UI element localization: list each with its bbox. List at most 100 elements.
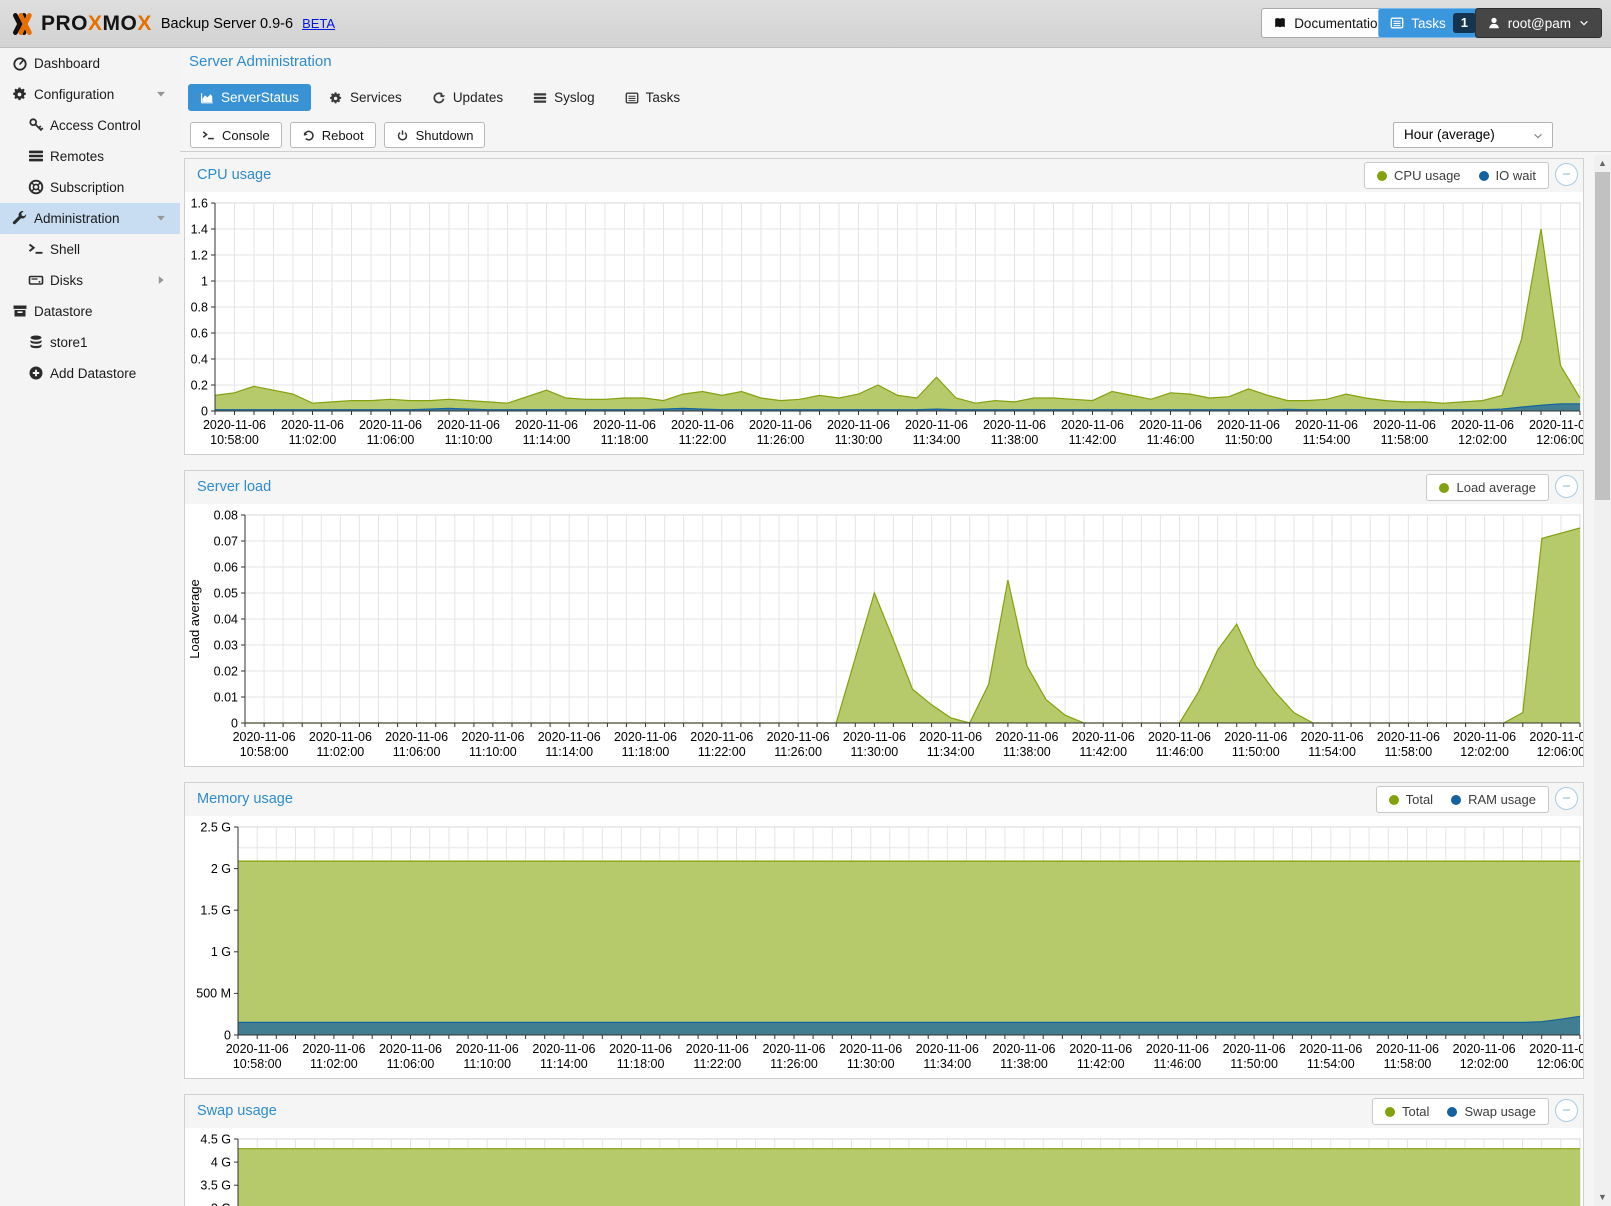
svg-text:11:06:00: 11:06:00 bbox=[367, 433, 415, 447]
tasks-button[interactable]: Tasks 1 bbox=[1378, 8, 1488, 38]
svg-text:2020-11-06: 2020-11-06 bbox=[839, 1042, 902, 1056]
book-icon bbox=[1273, 16, 1287, 30]
panel-title: Swap usage bbox=[197, 1103, 277, 1119]
svg-text:0: 0 bbox=[201, 404, 208, 418]
scrollbar-thumb[interactable] bbox=[1595, 172, 1610, 500]
vertical-scrollbar[interactable]: ▲ ▼ bbox=[1594, 155, 1611, 1206]
sidebar-item-store1[interactable]: store1 bbox=[0, 327, 180, 358]
legend-item-swap-usage[interactable]: Swap usage bbox=[1447, 1104, 1536, 1119]
legend-dot bbox=[1384, 1106, 1395, 1117]
legend-item-total[interactable]: Total bbox=[1384, 1104, 1429, 1119]
svg-text:2 G: 2 G bbox=[211, 862, 231, 876]
app-branding: PROXMOX Backup Server 0.9-6 BETA bbox=[10, 0, 335, 47]
panel-title: CPU usage bbox=[197, 167, 272, 183]
sidebar-item-label: Subscription bbox=[50, 180, 125, 195]
shutdown-button[interactable]: Shutdown bbox=[383, 122, 486, 148]
sidebar-item-configuration[interactable]: Configuration bbox=[0, 79, 180, 110]
sidebar-item-shell[interactable]: Shell bbox=[0, 234, 180, 265]
svg-text:1.4: 1.4 bbox=[191, 222, 208, 236]
svg-text:2020-11-06: 2020-11-06 bbox=[532, 1042, 595, 1056]
reboot-button[interactable]: Reboot bbox=[289, 122, 376, 148]
svg-text:0.4: 0.4 bbox=[191, 352, 208, 366]
console-button[interactable]: Console bbox=[190, 122, 282, 148]
svg-text:2020-11-06: 2020-11-06 bbox=[593, 418, 656, 432]
svg-text:11:38:00: 11:38:00 bbox=[1003, 745, 1051, 759]
sidebar-item-label: Administration bbox=[34, 211, 120, 226]
svg-text:2020-11-06: 2020-11-06 bbox=[916, 1042, 979, 1056]
refresh-icon bbox=[432, 91, 446, 105]
svg-text:2020-11-06: 2020-11-06 bbox=[1069, 1042, 1132, 1056]
collapse-panel-button[interactable]: − bbox=[1555, 1099, 1578, 1122]
sidebar-item-add-datastore[interactable]: Add Datastore bbox=[0, 358, 180, 389]
svg-text:11:34:00: 11:34:00 bbox=[913, 433, 961, 447]
expander-down-icon[interactable] bbox=[154, 87, 168, 101]
archive-icon bbox=[12, 303, 28, 319]
svg-text:2020-11-06: 2020-11-06 bbox=[385, 730, 448, 744]
plus-circle-icon bbox=[28, 365, 44, 381]
panel-header: Server load Load average − bbox=[185, 471, 1583, 504]
sidebar-item-label: Configuration bbox=[34, 87, 115, 102]
timeframe-select[interactable]: Hour (average) bbox=[1393, 122, 1553, 148]
svg-text:4.5 G: 4.5 G bbox=[200, 1132, 231, 1146]
svg-text:11:26:00: 11:26:00 bbox=[770, 1057, 818, 1071]
sidebar-item-remotes[interactable]: Remotes bbox=[0, 141, 180, 172]
legend-item-io-wait[interactable]: IO wait bbox=[1478, 168, 1536, 183]
sidebar-item-access-control[interactable]: Access Control bbox=[0, 110, 180, 141]
server-load-chart: 0 0.01 0.02 0.03 0.04 0.05 0.06 0.07 0.08 2020-11… bbox=[187, 508, 1583, 759]
svg-text:2020-11-06: 2020-11-06 bbox=[302, 1042, 365, 1056]
legend-label: RAM usage bbox=[1468, 792, 1536, 807]
svg-text:11:14:00: 11:14:00 bbox=[523, 433, 571, 447]
svg-text:2020-11-06: 2020-11-06 bbox=[1217, 418, 1280, 432]
chart-area-icon bbox=[200, 91, 214, 105]
svg-text:0.6: 0.6 bbox=[191, 326, 208, 340]
chevron-down-icon bbox=[1532, 130, 1544, 142]
legend-item-ram-usage[interactable]: RAM usage bbox=[1451, 792, 1536, 807]
sidebar-item-dashboard[interactable]: Dashboard bbox=[0, 48, 180, 79]
tab-services[interactable]: Services bbox=[317, 84, 414, 111]
svg-text:2020-11-06: 2020-11-06 bbox=[309, 730, 372, 744]
sidebar-item-subscription[interactable]: Subscription bbox=[0, 172, 180, 203]
legend-item-total[interactable]: Total bbox=[1388, 792, 1433, 807]
expander-right-icon[interactable] bbox=[154, 273, 168, 287]
tab-tasks[interactable]: Tasks bbox=[613, 84, 693, 111]
expander-down-icon[interactable] bbox=[154, 211, 168, 225]
svg-text:4 G: 4 G bbox=[211, 1155, 231, 1169]
collapse-panel-button[interactable]: − bbox=[1555, 163, 1578, 186]
svg-text:1.2: 1.2 bbox=[191, 248, 208, 262]
tab-syslog[interactable]: Syslog bbox=[521, 84, 607, 111]
sidebar-item-disks[interactable]: Disks bbox=[0, 265, 180, 296]
svg-text:2020-11-06: 2020-11-06 bbox=[983, 418, 1046, 432]
panel-title: Memory usage bbox=[197, 791, 293, 807]
svg-text:2020-11-06: 2020-11-06 bbox=[827, 418, 890, 432]
beta-link[interactable]: BETA bbox=[302, 16, 336, 31]
legend-item-cpu-usage[interactable]: CPU usage bbox=[1377, 168, 1461, 183]
svg-text:11:46:00: 11:46:00 bbox=[1156, 745, 1204, 759]
panel-header: Memory usage Total RAM usage − bbox=[185, 783, 1583, 816]
key-icon bbox=[28, 117, 44, 133]
sidebar-item-datastore[interactable]: Datastore bbox=[0, 296, 180, 327]
tab-updates[interactable]: Updates bbox=[420, 84, 515, 111]
legend-label: Swap usage bbox=[1464, 1104, 1536, 1119]
svg-text:11:18:00: 11:18:00 bbox=[622, 745, 670, 759]
minus-icon: − bbox=[1562, 1102, 1571, 1119]
scroll-down-arrow[interactable]: ▼ bbox=[1598, 1192, 1607, 1202]
sidebar-nav: Dashboard Configuration Access Control R… bbox=[0, 48, 180, 1206]
svg-text:11:18:00: 11:18:00 bbox=[601, 433, 649, 447]
panel-header: CPU usage CPU usage IO wait − bbox=[185, 159, 1583, 192]
tab-serverstatus[interactable]: ServerStatus bbox=[188, 84, 312, 111]
legend-item-load-average[interactable]: Load average bbox=[1439, 480, 1536, 495]
svg-text:2020-11-06: 2020-11-06 bbox=[1377, 730, 1440, 744]
scroll-up-arrow[interactable]: ▲ bbox=[1598, 158, 1607, 168]
svg-text:12:02:00: 12:02:00 bbox=[1460, 1057, 1509, 1071]
svg-text:11:34:00: 11:34:00 bbox=[923, 1057, 971, 1071]
documentation-button[interactable]: Documentation bbox=[1261, 8, 1397, 38]
svg-text:2020-11-06: 2020-11-06 bbox=[456, 1042, 519, 1056]
svg-text:11:10:00: 11:10:00 bbox=[469, 745, 517, 759]
sidebar-item-administration[interactable]: Administration bbox=[0, 203, 180, 234]
svg-text:2020-11-06: 2020-11-06 bbox=[437, 418, 500, 432]
collapse-panel-button[interactable]: − bbox=[1555, 475, 1578, 498]
collapse-panel-button[interactable]: − bbox=[1555, 787, 1578, 810]
user-menu-button[interactable]: root@pam bbox=[1474, 8, 1602, 38]
